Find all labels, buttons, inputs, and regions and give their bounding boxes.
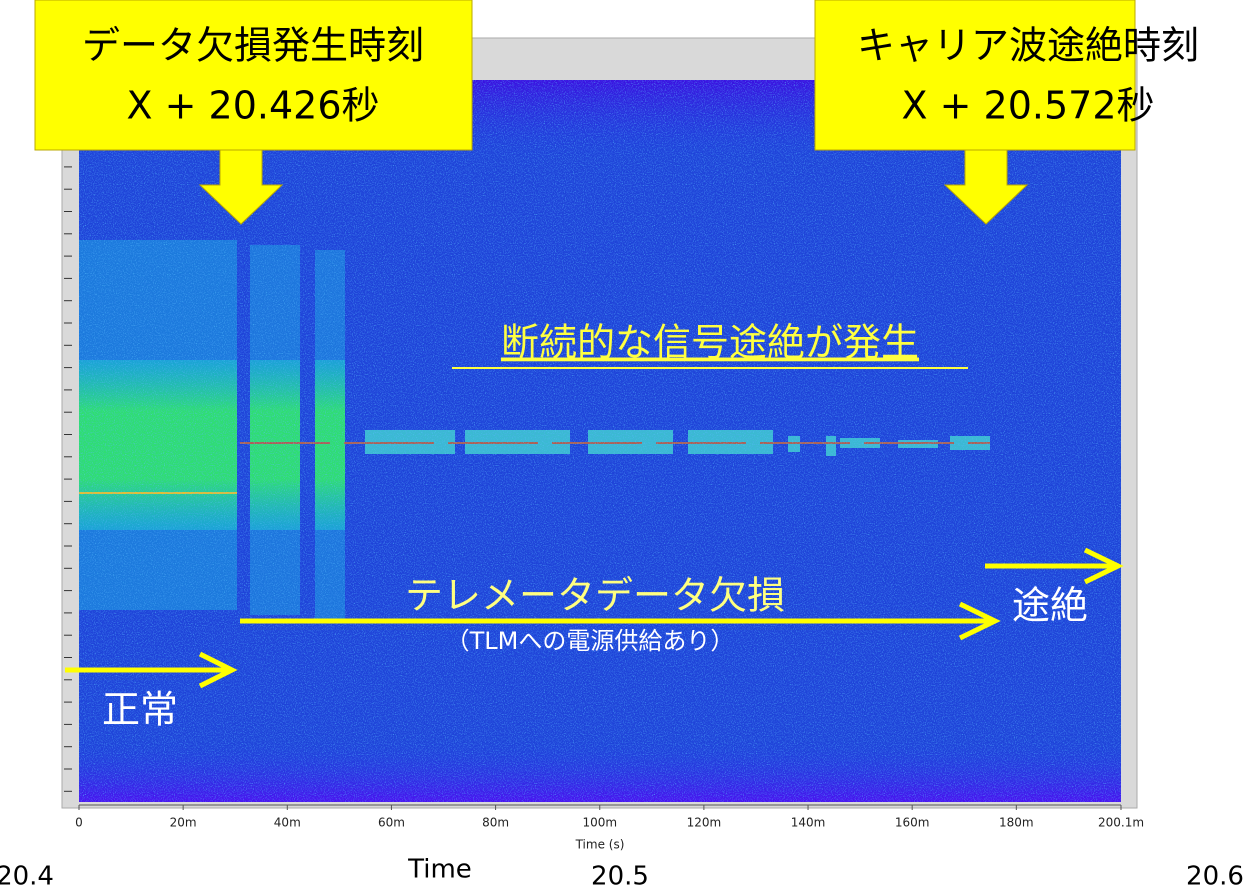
annotation: 途絶 bbox=[1012, 584, 1088, 628]
x-tick-label: 40m bbox=[274, 816, 301, 830]
annotation: データ欠損発生時刻 bbox=[82, 24, 424, 68]
x-tick-label: 200.1m bbox=[1098, 816, 1144, 830]
x2-tick-label: 20.5 bbox=[591, 862, 649, 892]
x-tick-label: 160m bbox=[895, 816, 930, 830]
x-tick-label: 100m bbox=[582, 816, 617, 830]
x-tick-label: 80m bbox=[482, 816, 509, 830]
x-tick-label: 120m bbox=[687, 816, 722, 830]
annotation: テレメータデータ欠損 bbox=[405, 574, 785, 618]
annotation: （TLMへの電源供給あり） bbox=[446, 627, 735, 655]
x-axis-label: Time (s) bbox=[575, 838, 625, 852]
arrow bbox=[943, 149, 1029, 225]
x2-tick-label: 20.6 bbox=[1186, 862, 1244, 892]
x2-axis-label: Time bbox=[407, 855, 472, 885]
annotation: 正常 bbox=[102, 688, 178, 732]
x-tick-label: 60m bbox=[378, 816, 405, 830]
x-tick-label: 140m bbox=[791, 816, 826, 830]
arrows bbox=[65, 547, 1124, 689]
x2-tick-label: 20.4 bbox=[0, 862, 54, 892]
y-ticks bbox=[64, 99, 72, 792]
arrow bbox=[198, 149, 284, 225]
annotation: 断続的な信号途絶が発生 bbox=[501, 321, 919, 365]
x-tick-label: 180m bbox=[999, 816, 1034, 830]
annotation: X + 20.426秒 bbox=[127, 84, 380, 128]
x-tick-label: 20m bbox=[170, 816, 197, 830]
annotation-box bbox=[34, 0, 473, 151]
annotation: X + 20.572秒 bbox=[902, 84, 1155, 128]
x-tick-label: 0 bbox=[75, 816, 83, 830]
annotation: キャリア波途絶時刻 bbox=[857, 24, 1199, 68]
annotation-box bbox=[814, 0, 1136, 151]
